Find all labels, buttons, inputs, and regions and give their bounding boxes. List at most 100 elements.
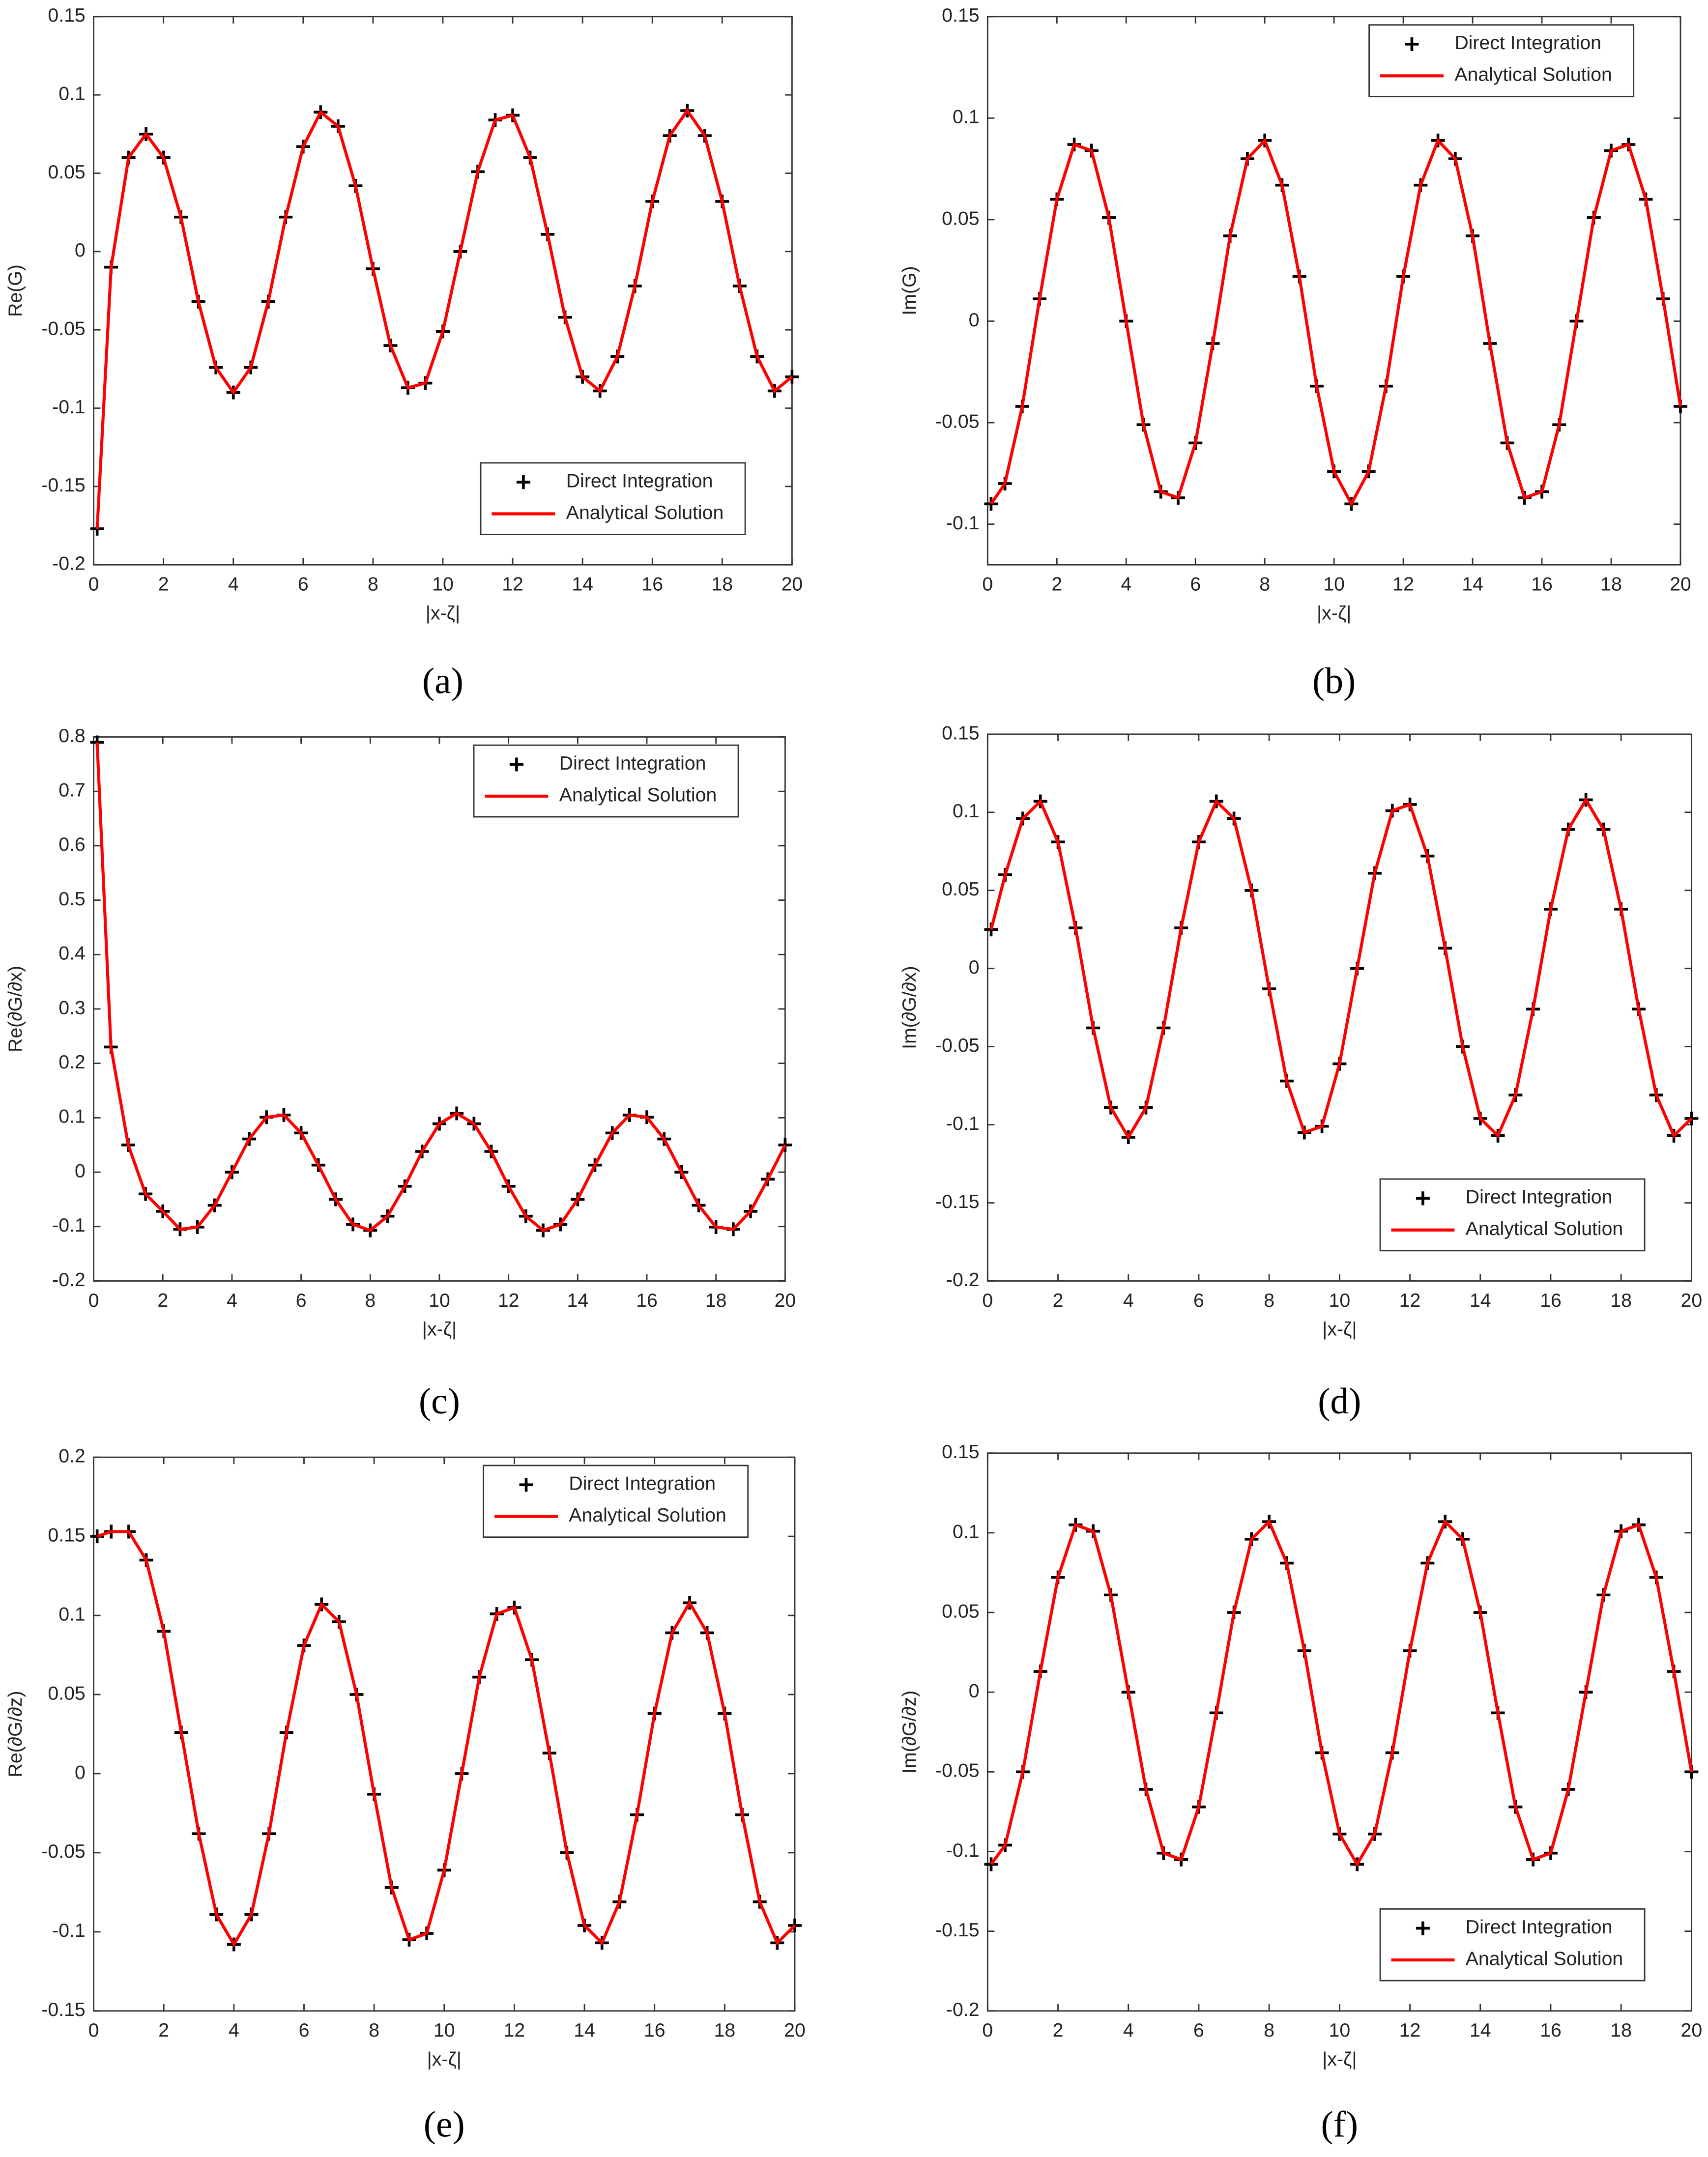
y-tick-label: 0.15	[48, 1524, 85, 1546]
caption: (b)	[1312, 661, 1356, 701]
legend-label: Direct Integration	[1466, 1186, 1613, 1208]
plot-area	[986, 16, 1681, 566]
legend-marker	[519, 1478, 533, 1492]
y-axis-label: Re(∂G/∂z)	[4, 1691, 26, 1777]
y-axis-label: Re(G)	[4, 264, 26, 317]
y-tick-label: -0.15	[935, 1191, 979, 1212]
y-tick-label: 0.8	[58, 725, 86, 747]
y-tick-label: 0.4	[58, 943, 86, 964]
x-tick-label: 14	[572, 574, 593, 595]
caption: (a)	[422, 661, 463, 701]
y-tick-label: -0.15	[41, 1999, 85, 2020]
y-tick-label: 0	[969, 1680, 980, 1702]
y-tick-label: -0.05	[935, 1035, 979, 1056]
panel: 0 2 4 6 8 10 12 14 16 18 20 -0.2 -0.1 0 0.1 0.2 0.3 0.4 0.…	[4, 725, 796, 1422]
y-tick-label: 0.3	[58, 997, 86, 1018]
y-tick-label: 0.15	[942, 4, 979, 26]
x-tick-label: 4	[1123, 2019, 1134, 2041]
plot-area	[93, 1456, 796, 2012]
y-tick-label: -0.15	[935, 1919, 979, 1941]
y-tick-label: 0.2	[58, 1051, 86, 1073]
x-tick-label: 10	[1329, 2019, 1351, 2041]
y-tick-label: 0.1	[953, 1521, 980, 1542]
x-tick-label: 16	[644, 2019, 666, 2041]
x-tick-label: 8	[365, 1290, 376, 1311]
x-axis-label: |x-ζ|	[1322, 2048, 1357, 2070]
legend	[480, 462, 746, 535]
y-tick-label: -0.2	[52, 553, 86, 575]
x-tick-label: 12	[1392, 574, 1414, 595]
x-tick-label: 18	[1610, 1290, 1632, 1311]
x-tick-label: 18	[705, 1290, 727, 1311]
y-tick-label: 0.05	[942, 878, 979, 900]
y-tick-label: 0.15	[942, 722, 979, 744]
y-tick-label: 0.7	[58, 779, 86, 801]
x-tick-label: 20	[782, 574, 803, 595]
x-tick-label: 16	[636, 1290, 658, 1311]
x-tick-label: 14	[1462, 574, 1483, 595]
x-tick-label: 4	[228, 574, 239, 595]
y-axis-label: Im(∂G/∂x)	[898, 966, 920, 1049]
x-tick-label: 8	[1259, 574, 1270, 595]
y-tick-label: -0.1	[946, 512, 980, 534]
panel: 0 2 4 6 8 10 12 14 16 18 20 -0.2 -0.15 -0.1 -0.05 0 0.05…	[898, 722, 1702, 1422]
x-tick-label: 0	[88, 574, 99, 595]
y-tick-label: 0.2	[58, 1445, 86, 1467]
x-tick-label: 4	[1121, 574, 1131, 595]
x-tick-label: 4	[1123, 1290, 1134, 1311]
x-axis-label: |x-ζ|	[1322, 1319, 1357, 1340]
y-tick-label: -0.1	[946, 1113, 980, 1134]
x-tick-label: 14	[574, 2019, 595, 2041]
y-tick-label: 0.1	[953, 800, 980, 822]
x-tick-label: 2	[1053, 2019, 1064, 2041]
x-tick-label: 6	[299, 2019, 310, 2041]
x-tick-label: 6	[1193, 1290, 1204, 1311]
y-tick-label: 0	[75, 239, 86, 261]
series-line	[95, 108, 793, 529]
x-tick-label: 18	[711, 574, 733, 595]
legend	[473, 744, 739, 818]
legend-marker	[1416, 1191, 1430, 1206]
y-tick-label: -0.15	[41, 474, 85, 496]
legend-label: Analytical Solution	[1466, 1218, 1623, 1239]
legend-label: Analytical Solution	[1454, 64, 1612, 86]
x-tick-label: 10	[1323, 574, 1345, 595]
x-tick-label: 10	[429, 1290, 450, 1311]
y-tick-label: 0	[969, 956, 980, 978]
x-tick-label: 16	[1540, 1290, 1562, 1311]
x-axis-label: |x-ζ|	[426, 602, 460, 624]
x-tick-label: 2	[1051, 574, 1062, 595]
legend-marker	[516, 475, 530, 489]
legend-label: Analytical Solution	[566, 502, 724, 523]
x-tick-label: 0	[88, 2019, 99, 2041]
caption: (c)	[419, 1381, 460, 1422]
series-line	[989, 797, 1693, 1141]
y-tick-label: -0.1	[52, 1214, 86, 1236]
y-tick-label: 0	[969, 309, 980, 331]
x-tick-label: 2	[158, 2019, 169, 2041]
legend-label: Direct Integration	[1454, 32, 1601, 54]
y-tick-label: -0.1	[52, 1920, 86, 1941]
x-tick-label: 2	[1053, 1290, 1064, 1311]
y-tick-label: 0	[75, 1160, 86, 1181]
x-tick-label: 4	[227, 1290, 237, 1311]
panel: 0 2 4 6 8 10 12 14 16 18 20 -0.15 -0.1 -0.05 0 0.05 0.1 0…	[4, 1445, 806, 2145]
x-tick-label: 20	[1681, 1290, 1703, 1311]
y-tick-label: -0.2	[946, 1999, 980, 2020]
y-tick-label: 0	[75, 1761, 86, 1783]
y-tick-label: 0.05	[942, 1600, 979, 1622]
x-tick-label: 2	[158, 574, 169, 595]
x-tick-label: 12	[504, 2019, 525, 2041]
legend	[1379, 1178, 1646, 1252]
y-tick-label: 0.6	[58, 834, 86, 855]
x-tick-label: 12	[1399, 1290, 1421, 1311]
x-tick-label: 10	[434, 2019, 455, 2041]
x-tick-label: 14	[1470, 1290, 1491, 1311]
y-tick-label: -0.1	[946, 1840, 980, 1861]
series-line	[989, 138, 1682, 507]
legend-label: Direct Integration	[1466, 1916, 1613, 1938]
x-tick-label: 18	[1600, 574, 1622, 595]
x-tick-label: 6	[1193, 2019, 1204, 2041]
y-tick-label: 0.05	[942, 207, 979, 229]
